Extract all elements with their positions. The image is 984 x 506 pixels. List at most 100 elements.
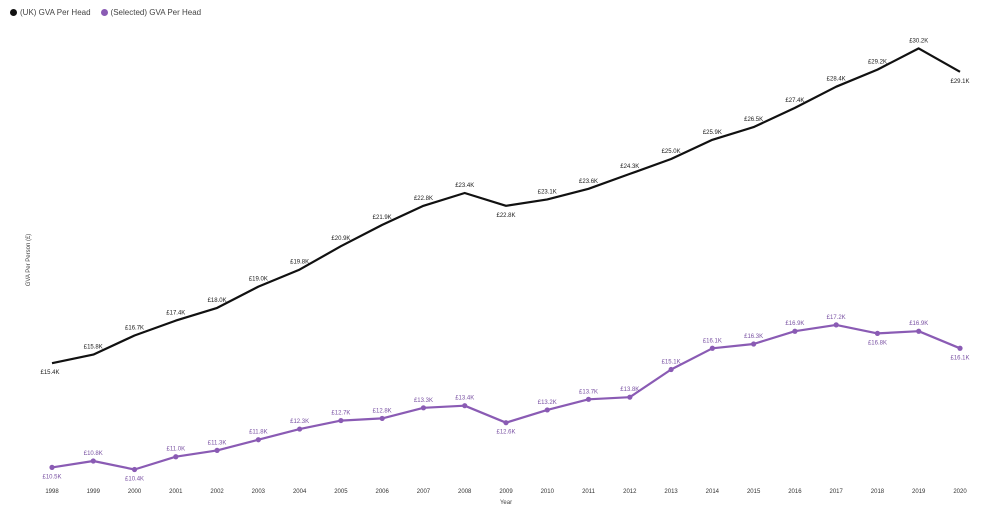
x-tick-label: 2009 <box>499 489 513 495</box>
data-point <box>255 437 261 443</box>
x-tick-label: 2007 <box>417 489 431 495</box>
data-label: £21.9K <box>373 215 392 221</box>
data-point <box>131 466 138 473</box>
data-label: £30.2K <box>909 38 928 44</box>
data-label: £24.3K <box>620 164 639 170</box>
legend-marker-uk <box>10 9 17 16</box>
x-tick-label: 2006 <box>376 489 390 495</box>
data-label: £18.0K <box>208 298 227 304</box>
data-label: £26.5K <box>744 117 763 123</box>
legend: (UK) GVA Per Head (Selected) GVA Per Hea… <box>10 8 201 17</box>
data-point <box>379 415 385 422</box>
x-tick-label: 2013 <box>664 489 678 495</box>
x-tick-label: 2016 <box>788 489 802 495</box>
data-label: £12.3K <box>290 419 309 425</box>
x-tick-label: 1999 <box>87 489 101 495</box>
data-label: £20.9K <box>331 236 350 242</box>
data-point <box>49 464 55 470</box>
x-tick-label: 2003 <box>252 489 266 495</box>
data-label: £10.8K <box>84 451 103 457</box>
data-label: £11.8K <box>249 430 268 436</box>
data-label: £16.9K <box>909 321 928 327</box>
data-label: £17.4K <box>166 311 185 317</box>
data-point <box>338 417 344 424</box>
data-point <box>544 407 550 413</box>
x-tick-label: 2018 <box>871 489 885 495</box>
data-label: £15.4K <box>40 370 59 376</box>
data-label: £29.1K <box>950 79 969 85</box>
data-label: £19.8K <box>290 260 309 266</box>
data-label: £13.3K <box>414 398 433 404</box>
y-axis-title: GVA Per Person (£) <box>26 234 32 287</box>
data-label: £22.8K <box>496 213 515 219</box>
data-point <box>90 458 96 464</box>
x-tick-label: 2012 <box>623 489 637 495</box>
series-line-1 <box>51 323 961 471</box>
data-point <box>709 345 715 351</box>
data-point <box>503 420 509 426</box>
data-point <box>462 403 468 409</box>
data-point <box>214 447 220 453</box>
data-point <box>173 454 179 460</box>
data-label: £16.9K <box>785 321 804 327</box>
data-label: £19.0K <box>249 277 268 283</box>
data-label: £16.7K <box>125 326 144 332</box>
data-label: £17.2K <box>827 315 846 321</box>
x-tick-label: 2010 <box>541 489 555 495</box>
x-tick-label: 2020 <box>953 489 967 495</box>
data-label: £16.1K <box>703 338 722 344</box>
data-label: £23.4K <box>455 183 474 189</box>
data-label: £22.8K <box>414 196 433 202</box>
data-label: £10.5K <box>42 474 61 480</box>
data-label: £11.0K <box>167 447 186 453</box>
x-tick-label: 2004 <box>293 489 307 495</box>
x-tick-label: 2017 <box>830 489 844 495</box>
data-label: £23.6K <box>579 179 598 185</box>
data-point <box>585 396 592 402</box>
data-point <box>916 328 922 334</box>
data-label: £28.4K <box>827 77 846 83</box>
data-label: £15.8K <box>84 345 103 351</box>
x-axis-title: Year <box>500 500 512 506</box>
data-label: £16.1K <box>950 355 969 361</box>
legend-item-selected[interactable]: (Selected) GVA Per Head <box>100 8 202 17</box>
data-point <box>668 366 674 373</box>
x-tick-label: 2000 <box>128 489 142 495</box>
data-label: £11.3K <box>208 440 227 446</box>
series-line-0 <box>51 47 961 365</box>
data-label: £29.2K <box>868 60 887 66</box>
data-label: £25.9K <box>703 130 722 136</box>
data-label: £16.8K <box>868 340 887 346</box>
x-tick-label: 2005 <box>334 489 348 495</box>
data-label: £25.0K <box>662 149 681 155</box>
data-label: £15.1K <box>662 360 681 366</box>
data-label: £23.1K <box>538 189 557 195</box>
data-point <box>833 322 839 328</box>
x-tick-label: 2008 <box>458 489 472 495</box>
legend-item-uk[interactable]: (UK) GVA Per Head <box>10 8 91 17</box>
data-point <box>420 405 427 411</box>
data-label: £12.8K <box>373 408 392 414</box>
data-label: £10.4K <box>125 476 144 482</box>
legend-label-uk: (UK) GVA Per Head <box>20 8 91 17</box>
data-point <box>957 345 963 351</box>
x-tick-label: 2019 <box>912 489 926 495</box>
x-tick-label: 2014 <box>706 489 720 495</box>
data-point <box>751 341 757 347</box>
data-point <box>297 426 303 432</box>
x-tick-label: 2011 <box>582 489 596 495</box>
data-label: £12.7K <box>331 411 350 417</box>
data-label: £13.2K <box>538 400 557 406</box>
legend-label-selected: (Selected) GVA Per Head <box>110 8 202 17</box>
data-label: £27.4K <box>785 98 804 104</box>
x-tick-label: 2002 <box>210 489 224 495</box>
data-point <box>627 394 633 400</box>
data-label: £13.8K <box>620 387 639 393</box>
data-label: £12.6K <box>496 430 515 436</box>
x-tick-label: 2015 <box>747 489 761 495</box>
data-label: £13.7K <box>579 389 598 395</box>
data-point <box>874 330 881 336</box>
x-tick-label: 2001 <box>169 489 183 495</box>
legend-marker-selected <box>100 9 108 16</box>
